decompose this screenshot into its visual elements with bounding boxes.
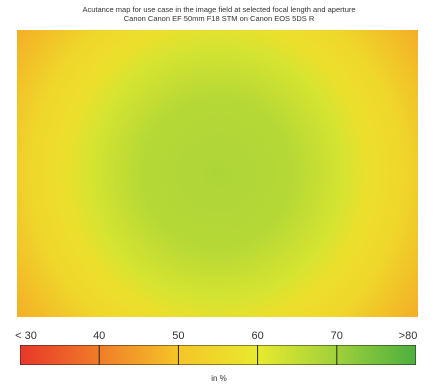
scale-tick-label: < 30: [15, 330, 37, 342]
scale-tick-label: 60: [251, 330, 264, 342]
scale-unit-label: in %: [211, 374, 227, 383]
color-scale-bar: [20, 345, 416, 365]
acutance-heatmap: [17, 30, 418, 317]
chart-title: Acutance map for use case in the image f…: [82, 5, 356, 14]
scale-tick-label: >80: [398, 330, 418, 342]
scale-tick-label: 70: [330, 330, 343, 342]
scale-tick-label: 50: [172, 330, 185, 342]
scale-tick-label: 40: [93, 330, 106, 342]
chart-subtitle: Canon Canon EF 50mm F18 STM on Canon EOS…: [123, 14, 315, 23]
heatmap-field: [17, 30, 418, 317]
